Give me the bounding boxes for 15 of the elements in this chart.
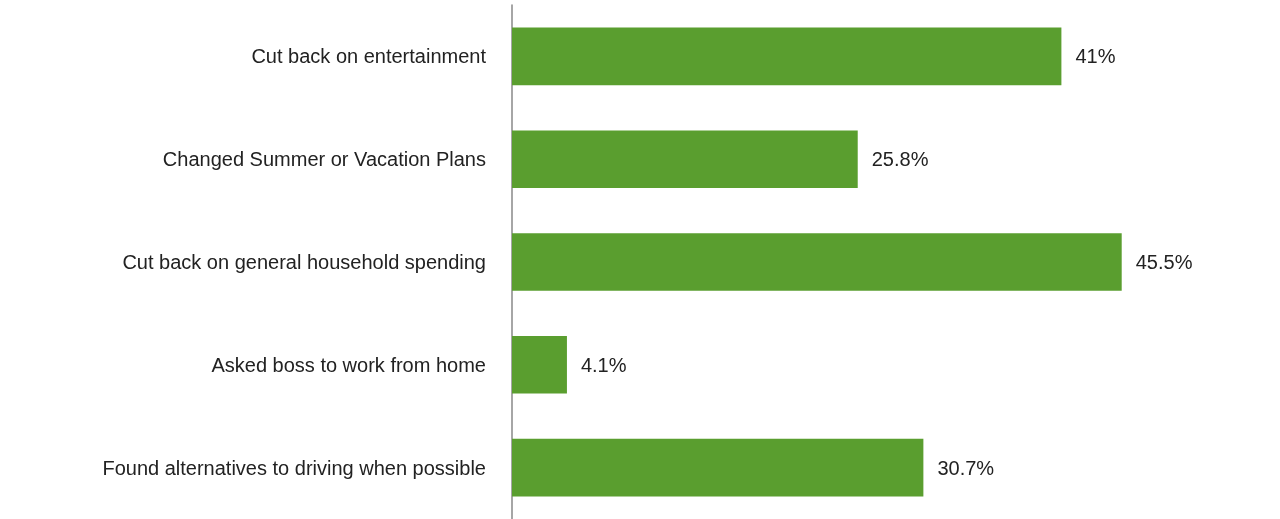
bar xyxy=(512,233,1122,291)
data-label: 45.5% xyxy=(1135,251,1193,273)
y-tick-label: Changed Summer or Vacation Plans xyxy=(162,148,486,171)
data-label: 4.1% xyxy=(580,353,627,376)
bar xyxy=(512,336,567,394)
y-tick-label: Cut back on general household spending xyxy=(122,251,486,273)
bar xyxy=(512,130,858,188)
y-tick-label: Asked boss to work from home xyxy=(211,353,486,376)
y-tick-label: Cut back on entertainment xyxy=(251,45,487,68)
bar xyxy=(512,27,1062,86)
data-label: 30.7% xyxy=(937,456,995,479)
bar xyxy=(512,438,924,497)
data-label: 25.8% xyxy=(871,148,929,171)
data-label: 41% xyxy=(1075,45,1116,68)
y-tick-label: Found alternatives to driving when possible xyxy=(102,456,486,479)
